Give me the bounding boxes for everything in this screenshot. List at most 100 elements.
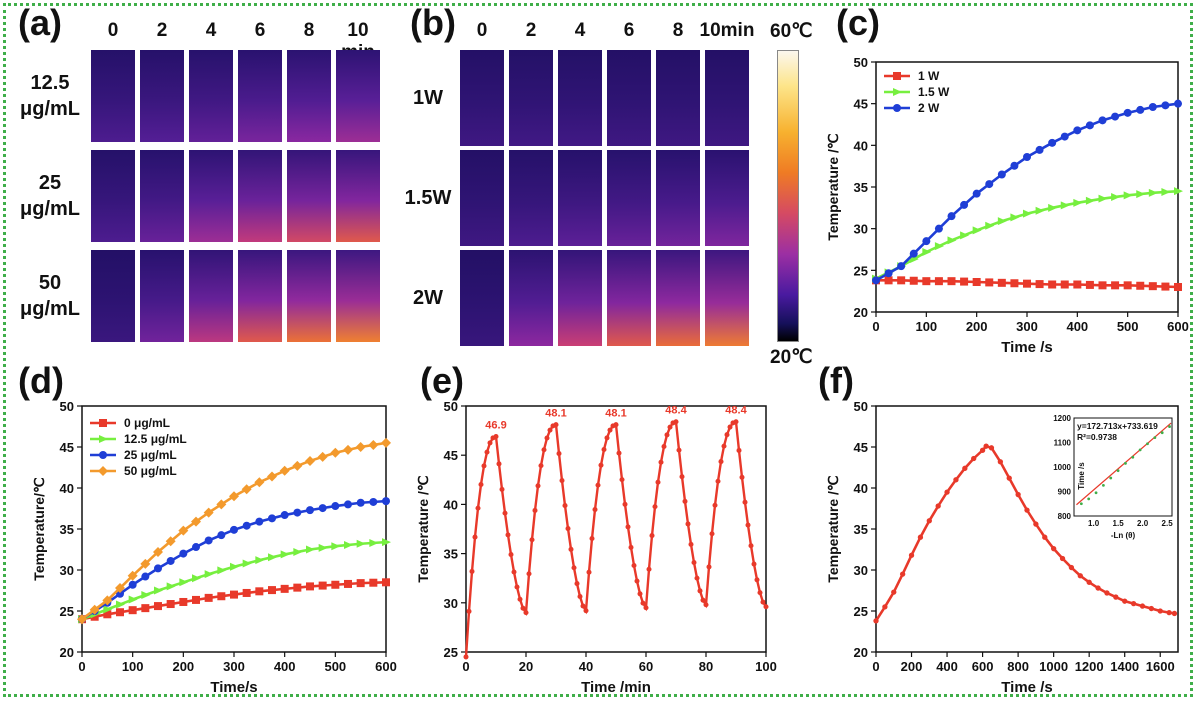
data-point [115,583,125,594]
data-point [330,447,341,458]
data-point [739,474,745,480]
data-point [909,276,918,285]
data-point [344,500,352,509]
b-time-header: 8 [672,20,684,41]
data-point [1174,283,1182,291]
data-point [934,277,943,286]
data-point [893,72,901,80]
data-point [763,604,769,610]
data-point [724,432,730,438]
data-point [926,518,932,524]
data-point [127,570,138,581]
data-point [1111,281,1120,290]
legend-label: 50 μg/mL [124,464,177,478]
data-point [1139,603,1146,609]
y-tick-label: 25 [854,263,868,278]
panel-label-f: (f) [818,360,854,401]
data-point [1166,609,1172,616]
data-point [154,602,162,611]
a-thermal-tile [189,250,233,342]
data-point [1023,209,1032,218]
data-point [141,572,150,581]
data-point [381,437,391,448]
data-point [922,277,931,286]
data-point [960,200,969,209]
data-point [255,556,265,565]
data-point [640,600,646,606]
data-point [179,578,189,587]
data-point [343,444,353,455]
inset-data-point [1153,436,1157,439]
y-tick-label: 25 [444,645,458,660]
b-thermal-tile [558,150,602,246]
y-tick-label: 45 [854,97,868,112]
inset-y-tick-label: 1000 [1053,463,1071,472]
data-point [532,507,538,513]
data-point [1006,475,1012,481]
x-axis-label: Time /s [1001,679,1052,696]
data-point [559,478,565,484]
a-thermal-tile [140,250,184,342]
a-thermal-tile [336,150,380,242]
plot-frame [465,405,767,653]
y-tick-label: 40 [854,138,868,153]
b-thermal-tile [607,150,651,246]
x-tick-label: 300 [223,659,245,674]
inset-y-tick-label: 1100 [1054,439,1072,448]
data-point [607,427,613,433]
data-point [1068,564,1075,571]
data-point [128,606,137,615]
data-point [517,596,523,602]
data-point [884,276,893,285]
y-tick-label: 25 [854,604,868,619]
y-tick-label: 40 [854,481,868,496]
colorbar-max-label: 60℃ [770,21,813,42]
data-point [682,498,688,504]
data-point [972,278,981,286]
x-tick-label: 400 [274,659,296,674]
inset-y-axis-label: Time /s [1077,462,1086,490]
data-point [553,422,559,428]
data-point [306,582,314,591]
data-point [652,504,658,510]
y-tick-label: 20 [60,645,74,660]
data-point [655,479,661,485]
y-tick-label: 45 [60,440,74,455]
x-tick-label: 400 [1066,319,1088,334]
data-point [203,507,214,518]
data-point [242,588,251,597]
y-tick-label: 40 [60,481,74,496]
data-point [1157,608,1163,614]
inset-equation: y=172.713x+733.619 [1077,421,1158,431]
data-point [192,595,200,604]
data-point [499,486,505,492]
inset-x-tick-label: 2.5 [1162,519,1174,528]
data-point [997,459,1004,465]
inset-data-point [1160,431,1164,435]
data-point [1073,280,1082,289]
inset-data-point [1094,491,1098,495]
data-point [691,560,697,566]
data-point [988,445,995,451]
data-point [922,248,932,256]
data-point [179,549,188,558]
data-point [153,546,163,557]
data-point [268,586,276,595]
x-tick-label: 800 [1007,659,1029,674]
b-row-label: 2W [413,287,443,309]
data-point [279,465,290,476]
data-point [241,484,252,495]
data-point [529,537,535,543]
data-point [619,477,625,483]
data-point [571,565,577,571]
b-thermal-tile [558,50,602,146]
data-point [1060,132,1069,141]
data-point [192,574,201,583]
a-thermal-tile [336,50,380,142]
x-tick-label: 500 [1117,319,1139,334]
data-point [972,189,981,198]
data-point [754,577,760,583]
data-point [917,534,924,540]
data-point [1148,188,1158,197]
data-point [1174,99,1182,108]
